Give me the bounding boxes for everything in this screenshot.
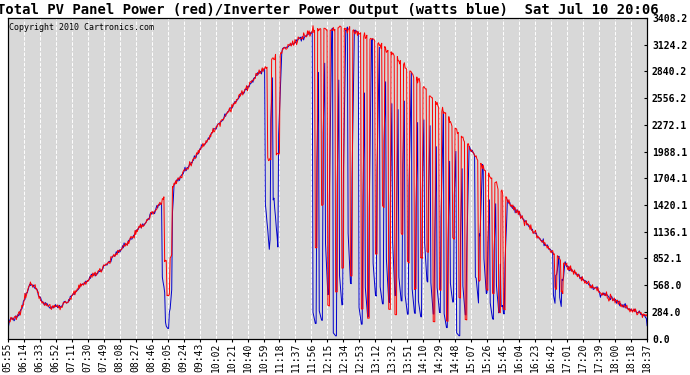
Title: Total PV Panel Power (red)/Inverter Power Output (watts blue)  Sat Jul 10 20:06: Total PV Panel Power (red)/Inverter Powe…	[0, 3, 658, 17]
Text: Copyright 2010 Cartronics.com: Copyright 2010 Cartronics.com	[9, 23, 154, 32]
